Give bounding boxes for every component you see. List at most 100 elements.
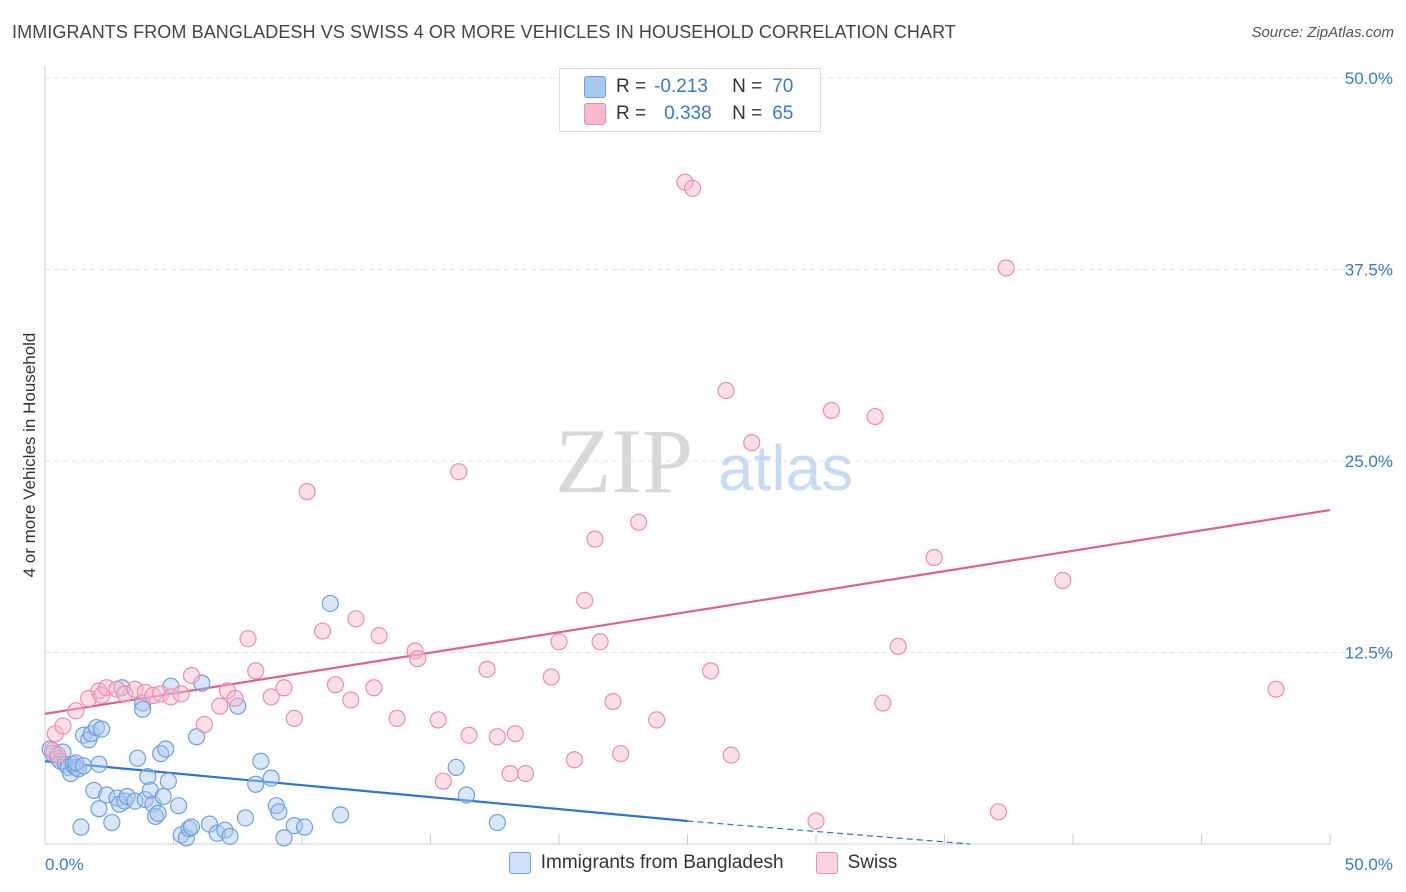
point-bangladesh <box>134 700 152 718</box>
point-swiss <box>162 688 180 706</box>
point-swiss <box>1054 571 1072 590</box>
series-legend-label: Immigrants from Bangladesh <box>540 852 784 873</box>
point-swiss <box>313 622 332 640</box>
point-swiss <box>648 711 666 729</box>
point-swiss <box>874 694 892 712</box>
point-swiss <box>925 548 943 567</box>
y-tick-label: 25.0% <box>1345 452 1393 471</box>
legend-swatch-bangladesh <box>584 76 606 98</box>
point-bangladesh <box>98 786 116 804</box>
gridlines <box>45 77 1395 653</box>
point-swiss <box>722 746 740 764</box>
point-swiss <box>67 702 85 720</box>
point-bangladesh <box>236 809 255 827</box>
legend-n-value: 70 <box>772 76 794 97</box>
point-bangladesh <box>262 769 280 787</box>
point-bangladesh <box>457 786 476 804</box>
point-swiss <box>49 746 67 764</box>
chart-source: Source: ZipAtlas.com <box>1251 24 1394 41</box>
point-swiss <box>152 685 170 703</box>
point-swiss <box>576 591 594 610</box>
series-swatch-bangladesh <box>508 852 531 874</box>
point-swiss <box>298 483 316 501</box>
point-bangladesh <box>252 752 270 770</box>
point-swiss <box>630 513 648 531</box>
trend-line-bangladesh <box>44 760 688 823</box>
point-swiss <box>450 463 468 481</box>
point-swiss <box>429 711 447 729</box>
point-bangladesh <box>152 745 170 763</box>
point-bangladesh <box>90 800 108 818</box>
point-bangladesh <box>74 757 93 775</box>
point-swiss <box>460 726 478 744</box>
chart-title: IMMIGRANTS FROM BANGLADESH VS SWISS 4 OR… <box>12 22 956 42</box>
point-bangladesh <box>128 749 147 767</box>
point-swiss <box>997 259 1015 277</box>
point-bangladesh <box>247 775 265 793</box>
watermark-atlas: atlas <box>718 432 853 504</box>
point-swiss <box>247 662 265 680</box>
tick-labels: 12.5% 25.0% 37.5% 50.0% 0.0% 50.0% <box>45 69 1393 874</box>
point-swiss <box>1267 680 1285 698</box>
point-swiss <box>172 685 190 703</box>
point-swiss <box>743 434 761 452</box>
legend-r-label: R = <box>616 76 647 97</box>
legend-swatch-swiss <box>584 103 606 125</box>
point-swiss <box>275 679 293 697</box>
legend-row-bangladesh: R = -0.213 N = 70 <box>584 73 793 101</box>
point-swiss <box>516 764 535 783</box>
point-bangladesh <box>92 720 111 738</box>
point-bangladesh <box>90 755 108 773</box>
point-swiss <box>889 637 907 655</box>
point-bangladesh <box>72 818 90 836</box>
legend-n-label: N = <box>732 103 763 124</box>
point-bangladesh <box>188 728 206 746</box>
x-tick-label: 0.0% <box>45 855 84 874</box>
y-tick-label: 12.5% <box>1345 644 1393 663</box>
trend-lines <box>44 508 1331 845</box>
point-swiss <box>989 803 1008 821</box>
point-bangladesh <box>275 829 293 847</box>
legend-row-swiss: R = 0.338 N = 65 <box>584 100 793 128</box>
point-swiss <box>565 751 584 769</box>
point-bangladesh <box>270 803 288 821</box>
point-bangladesh <box>85 781 103 799</box>
point-swiss <box>326 676 345 694</box>
point-bangladesh <box>139 767 157 786</box>
point-bangladesh <box>170 797 188 815</box>
legend-r-label: R = <box>616 103 647 124</box>
point-swiss <box>388 709 406 727</box>
point-swiss <box>211 697 229 715</box>
legend-n-label: N = <box>732 76 763 97</box>
point-bangladesh <box>146 807 165 826</box>
point-swiss <box>506 725 524 743</box>
point-bangladesh <box>221 827 239 845</box>
point-swiss <box>822 401 841 420</box>
point-swiss <box>409 650 427 668</box>
point-swiss <box>262 688 280 706</box>
point-bangladesh <box>331 806 350 824</box>
point-swiss <box>501 764 519 783</box>
x-tick-label: 50.0% <box>1345 855 1393 874</box>
y-tick-label: 37.5% <box>1345 261 1393 280</box>
point-swiss <box>226 689 244 708</box>
point-swiss <box>285 709 303 727</box>
point-swiss <box>717 381 735 400</box>
point-swiss <box>684 179 702 197</box>
watermark-zip: ZIP <box>555 410 693 512</box>
legend-r-value: 0.338 <box>664 103 712 124</box>
series-legend-label: Swiss <box>847 852 898 873</box>
point-swiss <box>54 717 72 735</box>
series-legend-bangladesh[interactable]: Immigrants from Bangladesh <box>508 852 784 874</box>
legend-r-value: -0.213 <box>654 76 708 97</box>
point-swiss <box>591 633 609 651</box>
point-swiss <box>612 745 630 763</box>
series-legend: Immigrants from Bangladesh Swiss <box>0 852 1406 874</box>
point-swiss <box>365 679 383 697</box>
point-bangladesh <box>321 594 339 613</box>
series-legend-swiss[interactable]: Swiss <box>815 852 898 874</box>
point-swiss <box>478 660 496 678</box>
point-swiss <box>434 772 452 790</box>
series-swatch-swiss <box>815 852 838 874</box>
